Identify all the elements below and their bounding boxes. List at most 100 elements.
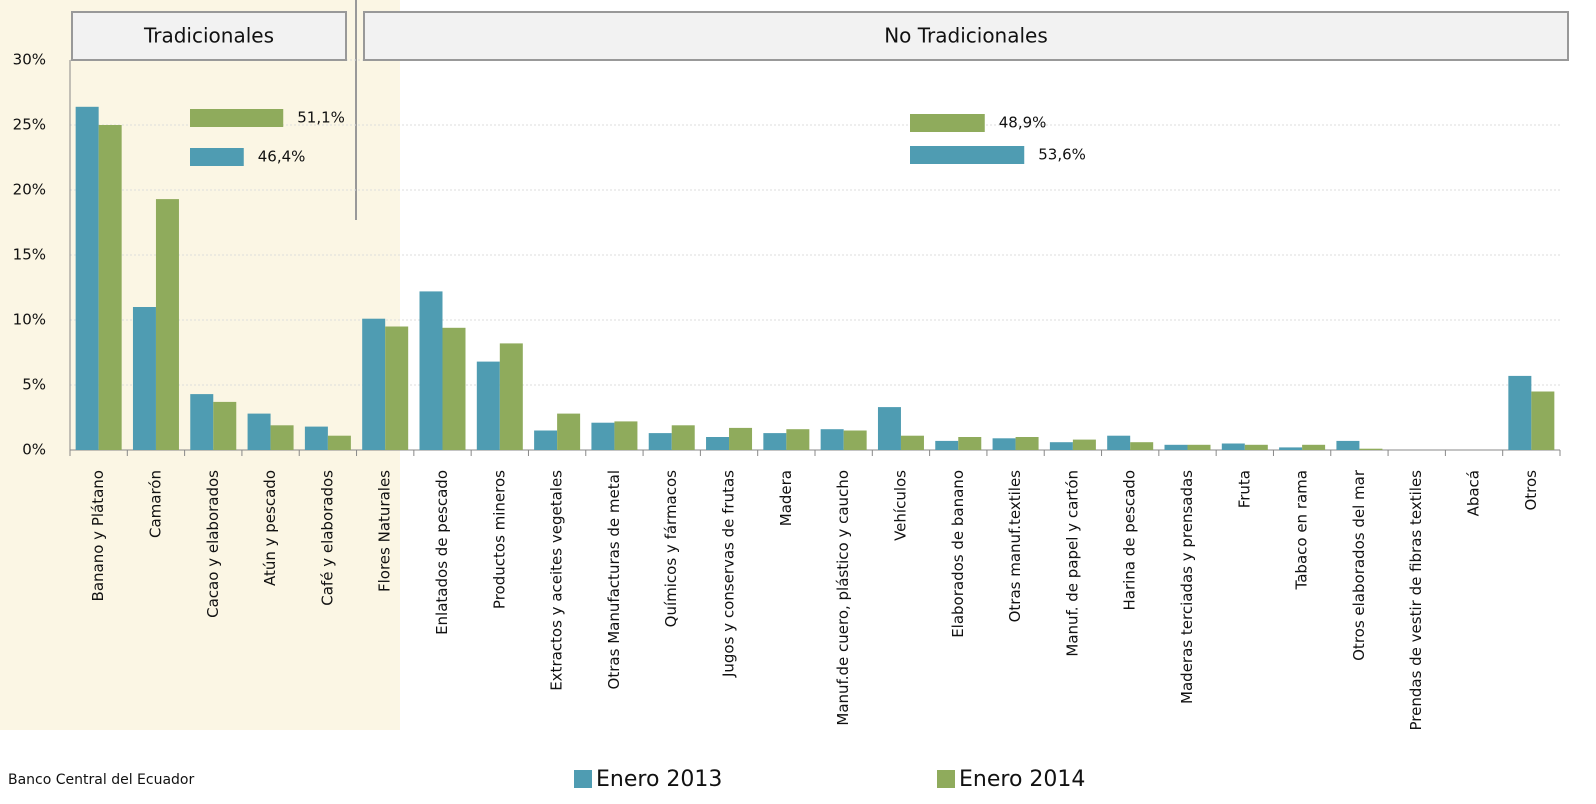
legend-label: Enero 2013 (596, 767, 722, 792)
bar (1164, 444, 1188, 450)
bar (75, 106, 99, 451)
x-tick-label: Fruta (1235, 470, 1253, 508)
group-total-bar (190, 148, 244, 166)
bar (648, 433, 672, 450)
source: Banco Central del Ecuador (8, 772, 194, 788)
bar (190, 394, 214, 450)
bar (1130, 442, 1154, 450)
x-tick-label: Enlatados de pescado (433, 470, 451, 635)
x-tick-label: Químicos y fármacos (662, 470, 680, 628)
bar (729, 427, 753, 450)
bar (763, 433, 787, 450)
bar (132, 307, 156, 450)
group-total-label: 48,9% (999, 114, 1047, 132)
bar (1244, 444, 1268, 450)
bar (247, 413, 271, 450)
x-tick-label: Banano y Plátano (89, 470, 107, 601)
group-header-label: Tradicionales (143, 24, 274, 48)
x-tick-label: Harina de pescado (1121, 470, 1139, 611)
x-tick-label: Elaborados de banano (949, 470, 967, 638)
bar (1302, 444, 1326, 450)
bar (557, 413, 581, 450)
bar (534, 430, 558, 450)
x-tick-label: Madera (777, 470, 795, 526)
x-tick-label: Café y elaborados (318, 470, 336, 606)
x-tick-label: Otros elaborados del mar (1350, 469, 1368, 661)
y-tick-label: 15% (13, 246, 46, 264)
bar (419, 291, 443, 450)
x-tick-label: Atún y pescado (261, 470, 279, 586)
bar (304, 426, 328, 450)
group-header-label: No Tradicionales (884, 24, 1048, 48)
group-total-bar (190, 109, 284, 127)
y-tick-label: 0% (22, 441, 46, 459)
bar (499, 343, 523, 450)
y-tick-label: 20% (13, 181, 46, 199)
bar (1187, 444, 1211, 450)
bar (385, 326, 409, 450)
bar (1107, 435, 1131, 450)
bar (476, 361, 500, 450)
x-tick-label: Jugos y conservas de frutas (720, 470, 738, 678)
bar (992, 438, 1016, 450)
x-tick-label: Productos mineros (490, 470, 508, 609)
bar (98, 125, 122, 450)
bar (1508, 375, 1532, 450)
group-total-bar (910, 146, 1025, 164)
bar (362, 318, 386, 450)
y-tick-label: 5% (22, 376, 46, 394)
bar (1015, 437, 1039, 450)
legend-swatch (937, 770, 955, 788)
x-tick-label: Manuf.de cuero, plástico y caucho (834, 470, 852, 726)
bar (671, 425, 695, 450)
bar (270, 425, 294, 450)
bar (155, 199, 179, 450)
legend-label: Enero 2014 (959, 767, 1085, 792)
bar (1221, 443, 1245, 450)
y-tick-label: 10% (13, 311, 46, 329)
x-tick-label: Otras manuf.textiles (1006, 470, 1024, 623)
bar (843, 430, 867, 450)
bar (958, 437, 982, 450)
bar (442, 327, 466, 450)
bar (213, 401, 237, 450)
x-tick-label: Extractos y aceites vegetales (548, 470, 566, 691)
bar (1279, 447, 1303, 450)
x-tick-label: Cacao y elaborados (204, 470, 222, 618)
x-tick-label: Tabaco en rama (1293, 470, 1311, 590)
bar (706, 437, 730, 450)
bar (1049, 442, 1073, 450)
x-tick-label: Abacá (1465, 470, 1483, 516)
bar (877, 407, 901, 450)
group-total-label: 53,6% (1038, 146, 1086, 164)
x-tick-label: Camarón (146, 470, 164, 538)
group-total-bar (910, 114, 985, 132)
x-tick-label: Prendas de vestir de fibras textiles (1407, 470, 1425, 731)
group-header (71, 11, 347, 61)
legend-swatch (574, 770, 592, 788)
bar (1336, 440, 1360, 450)
x-tick-label: Manuf. de papel y cartón (1063, 470, 1081, 657)
bar (1072, 439, 1096, 450)
group-header (363, 11, 1569, 61)
bar (820, 429, 844, 450)
bar (786, 429, 810, 450)
bar (1531, 391, 1555, 450)
x-tick-label: Maderas terciadas y prensadas (1178, 470, 1196, 704)
bar (1359, 448, 1383, 450)
x-tick-label: Flores Naturales (376, 470, 394, 592)
x-tick-label: Otras Manufacturas de metal (605, 470, 623, 689)
bar (327, 435, 351, 450)
bar (591, 422, 615, 450)
x-tick-label: Otros (1522, 470, 1540, 511)
bar (614, 421, 638, 450)
group-total-label: 51,1% (297, 109, 345, 127)
y-tick-label: 25% (13, 116, 46, 134)
group-total-label: 46,4% (258, 148, 306, 166)
bar (900, 435, 924, 450)
bar (935, 440, 959, 450)
y-tick-label: 30% (13, 51, 46, 69)
x-tick-label: Vehículos (891, 470, 909, 541)
